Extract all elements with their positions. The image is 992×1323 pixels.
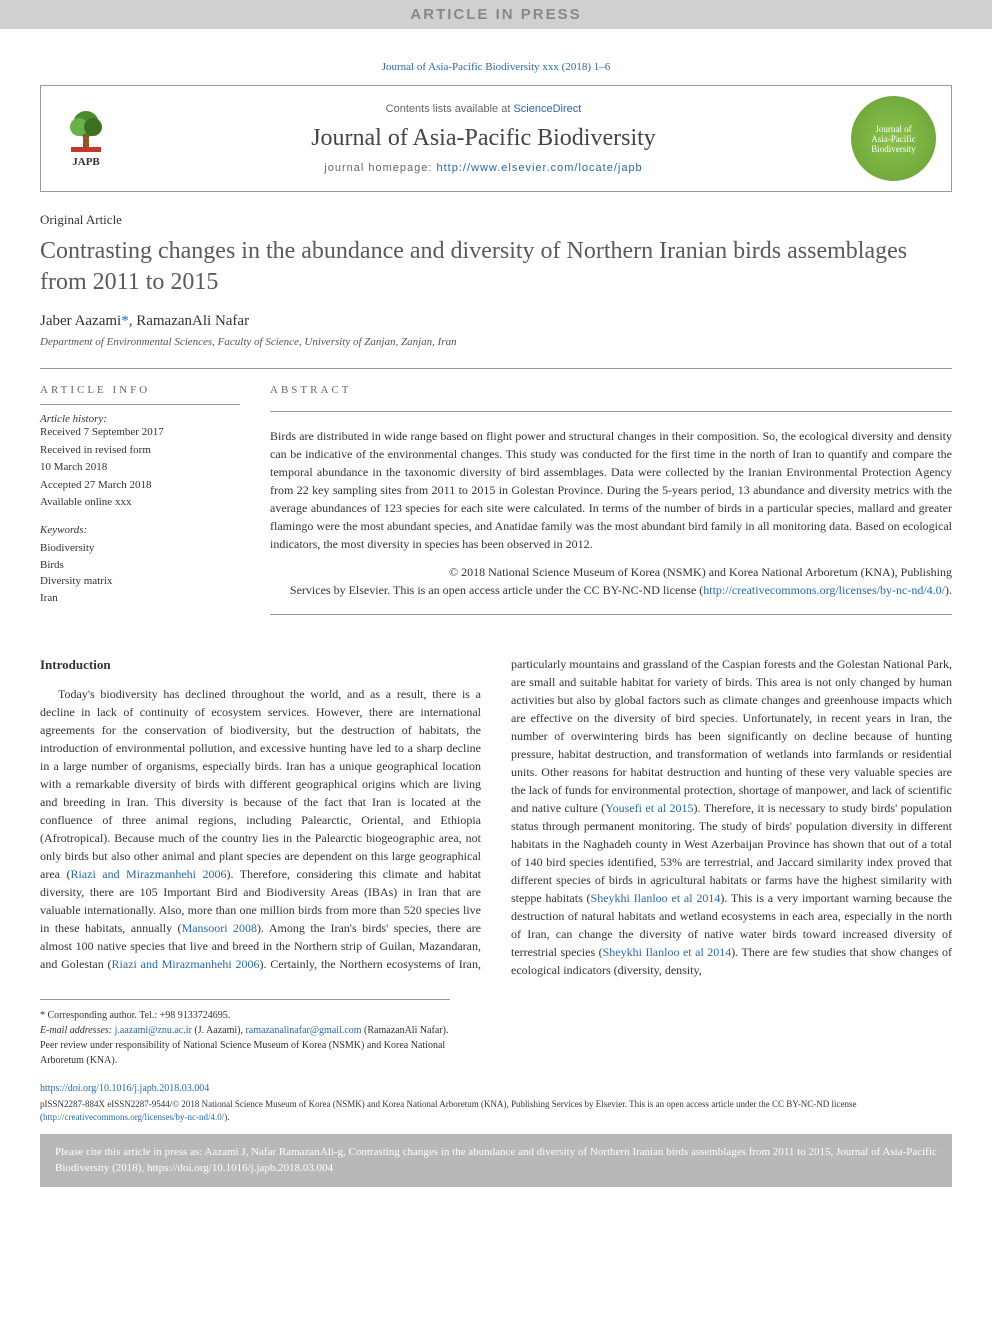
citation-link[interactable]: Sheykhi Ilanloo et al 2014 — [591, 891, 721, 905]
contents-line: Contents lists available at ScienceDirec… — [131, 103, 836, 115]
history-label: Article history: — [40, 413, 240, 425]
keyword: Birds — [40, 557, 240, 574]
article-type: Original Article — [40, 212, 952, 228]
journal-name: Journal of Asia-Pacific Biodiversity — [131, 125, 836, 152]
logo-right-line3: Biodiversity — [871, 144, 916, 154]
issn-line: pISSN2287-884X eISSN2287-9544/© 2018 Nat… — [40, 1098, 952, 1123]
article-title: Contrasting changes in the abundance and… — [40, 236, 952, 298]
journal-logo-left: JAPB — [56, 104, 116, 174]
license-link[interactable]: http://creativecommons.org/licenses/by-n… — [43, 1112, 224, 1122]
corresp-author: * Corresponding author. Tel.: +98 913372… — [40, 1008, 450, 1023]
email-line: E-mail addresses: j.aazami@znu.ac.ir (J.… — [40, 1023, 450, 1038]
article-info: ARTICLE INFO Article history: Received 7… — [40, 384, 240, 630]
logo-right-line2: Asia-Pacific — [871, 134, 915, 144]
history-item: Received 7 September 2017 — [40, 425, 240, 440]
citation-link[interactable]: Riazi and Mirazmanhehi 2006 — [70, 867, 226, 881]
cite-box: Please cite this article in press as: Aa… — [40, 1134, 952, 1187]
logo-left-text: JAPB — [72, 156, 100, 168]
body-columns: Introduction Today's biodiversity has de… — [40, 655, 952, 979]
citation-link[interactable]: Sheykhi Ilanloo et al 2014 — [603, 945, 732, 959]
copyright-close: ). — [945, 583, 952, 597]
abstract-text: Birds are distributed in wide range base… — [270, 427, 952, 553]
header-center: Contents lists available at ScienceDirec… — [131, 103, 836, 174]
history-item: Accepted 27 March 2018 — [40, 478, 240, 493]
copyright: © 2018 National Science Museum of Korea … — [270, 563, 952, 599]
intro-paragraph: Today's biodiversity has declined throug… — [40, 655, 952, 979]
abstract-heading: ABSTRACT — [270, 384, 952, 396]
keyword: Iran — [40, 590, 240, 607]
doi-line: https://doi.org/10.1016/j.japb.2018.03.0… — [40, 1083, 952, 1094]
doi-link[interactable]: https://doi.org/10.1016/j.japb.2018.03.0… — [40, 1083, 209, 1094]
citation-link[interactable]: Mansoori 2008 — [182, 921, 257, 935]
copyright-line2: Services by Elsevier. This is an open ac… — [290, 583, 703, 597]
keyword: Biodiversity — [40, 540, 240, 557]
affiliation: Department of Environmental Sciences, Fa… — [40, 336, 952, 348]
email-link[interactable]: ramazanalinafar@gmail.com — [245, 1025, 361, 1036]
keywords-label: Keywords: — [40, 524, 240, 536]
peer-review: Peer review under responsibility of Nati… — [40, 1038, 450, 1068]
article-info-heading: ARTICLE INFO — [40, 384, 240, 396]
journal-ref: Journal of Asia-Pacific Biodiversity xxx… — [40, 61, 952, 73]
info-abstract-row: ARTICLE INFO Article history: Received 7… — [40, 384, 952, 630]
history-item: Available online xxx — [40, 495, 240, 510]
citation-link[interactable]: Yousefi et al 2015 — [605, 801, 693, 815]
contents-prefix: Contents lists available at — [386, 103, 514, 115]
abstract: ABSTRACT Birds are distributed in wide r… — [270, 384, 952, 630]
sciencedirect-link[interactable]: ScienceDirect — [513, 103, 581, 115]
email-name: (RamazanAli Nafar). — [362, 1025, 449, 1036]
license-link[interactable]: http://creativecommons.org/licenses/by-n… — [703, 583, 945, 597]
history-item: Received in revised form — [40, 443, 240, 458]
email-link[interactable]: j.aazami@znu.ac.ir — [115, 1025, 192, 1036]
email-label: E-mail addresses: — [40, 1025, 115, 1036]
text: Today's biodiversity has declined throug… — [40, 687, 481, 881]
footnotes: * Corresponding author. Tel.: +98 913372… — [40, 999, 450, 1068]
keyword: Diversity matrix — [40, 573, 240, 590]
text: ). Therefore, it is necessary to study b… — [511, 801, 952, 905]
citation-link[interactable]: Riazi and Mirazmanhehi 2006 — [112, 957, 260, 971]
article-in-press-banner: ARTICLE IN PRESS — [0, 0, 992, 29]
homepage-link[interactable]: http://www.elsevier.com/locate/japb — [436, 162, 642, 174]
journal-header: JAPB Contents lists available at Science… — [40, 85, 952, 192]
logo-right-line1: Journal of — [875, 124, 911, 134]
homepage-line: journal homepage: http://www.elsevier.co… — [131, 162, 836, 174]
intro-heading: Introduction — [40, 655, 481, 675]
homepage-prefix: journal homepage: — [324, 162, 436, 174]
tree-icon — [66, 109, 106, 154]
email-name: (J. Aazami), — [192, 1025, 246, 1036]
copyright-line1: © 2018 National Science Museum of Korea … — [449, 565, 952, 579]
journal-logo-right: Journal of Asia-Pacific Biodiversity — [851, 96, 936, 181]
authors: Jaber Aazami*, RamazanAli Nafar — [40, 313, 952, 330]
divider — [40, 368, 952, 369]
issn-close: ). — [224, 1112, 229, 1122]
history-item: 10 March 2018 — [40, 460, 240, 475]
